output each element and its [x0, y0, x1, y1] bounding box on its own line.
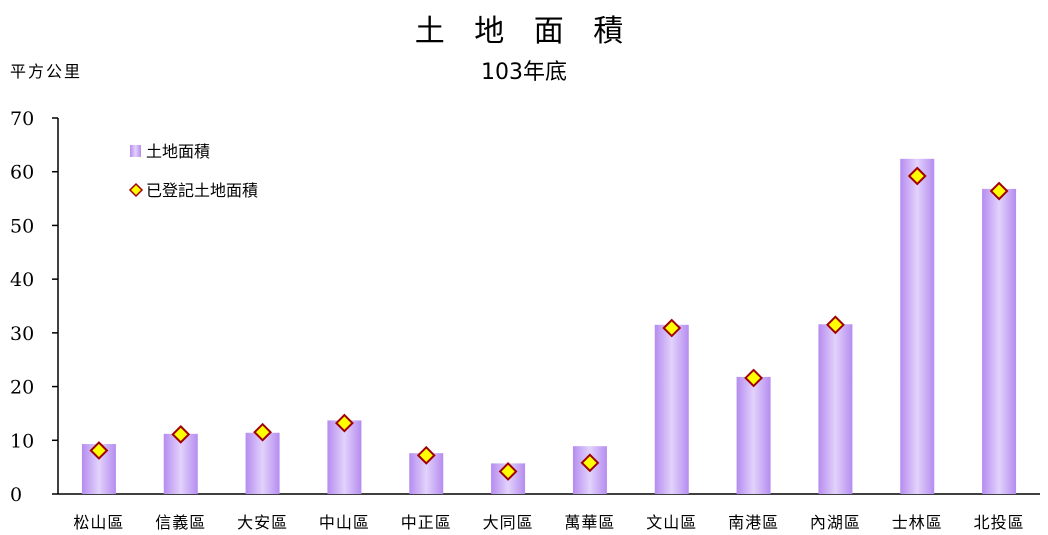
marker-松山區: [89, 441, 109, 460]
x-category-label: 北投區: [974, 513, 1025, 532]
legend: 土地面積 已登記土地面積: [128, 142, 258, 200]
legend-bar-swatch: [130, 145, 141, 157]
bar-信義區: [163, 433, 198, 494]
marker-北投區: [989, 181, 1009, 201]
bar-series: [81, 158, 1017, 494]
bar-南港區: [736, 376, 771, 494]
x-category-label: 中正區: [401, 513, 452, 532]
marker-內湖區: [826, 315, 845, 335]
x-category-label: 大安區: [237, 513, 288, 532]
y-tick-label: 0: [10, 484, 22, 506]
bar-中山區: [327, 420, 362, 494]
marker-文山區: [662, 318, 682, 338]
y-tick-label: 60: [10, 162, 34, 184]
legend-marker-swatch: [128, 182, 144, 198]
marker-士林區: [907, 166, 927, 186]
legend-marker-label: 已登記土地面積: [146, 181, 258, 200]
y-tick-label: 30: [10, 323, 34, 345]
marker-中山區: [335, 413, 354, 433]
bar-內湖區: [818, 324, 853, 494]
bar-北投區: [982, 188, 1017, 494]
x-category-label: 松山區: [73, 513, 124, 532]
x-category-label: 內湖區: [810, 513, 861, 532]
y-tick-label: 70: [10, 108, 34, 130]
x-category-label: 信義區: [155, 513, 206, 532]
bar-大安區: [245, 432, 280, 494]
chart-subtitle: 103年底: [481, 60, 567, 85]
y-tick-label: 40: [10, 269, 34, 291]
marker-萬華區: [580, 453, 600, 473]
y-tick-label: 20: [10, 377, 34, 399]
marker-series: [89, 166, 1009, 481]
y-axis-unit-label: 平方公里: [10, 62, 83, 81]
bar-士林區: [900, 158, 935, 494]
x-category-label: 萬華區: [564, 513, 615, 532]
marker-中正區: [416, 445, 436, 465]
bar-文山區: [654, 324, 689, 494]
y-tick-label: 50: [10, 215, 34, 237]
x-category-label: 文山區: [646, 513, 697, 532]
marker-南港區: [744, 368, 763, 388]
axes: 0 10 20 30 40 50 60 70 松山區 信義區 大安區 中山區 中正區 大同區 萬華區 文山區 南…: [10, 108, 1040, 532]
x-category-label: 大同區: [483, 513, 534, 532]
marker-信義區: [171, 424, 191, 444]
marker-大安區: [253, 422, 272, 442]
x-category-label: 南港區: [728, 513, 779, 532]
x-category-label: 士林區: [892, 513, 943, 532]
x-category-label: 中山區: [319, 513, 370, 532]
chart-title: 土 地 面 積: [414, 14, 634, 49]
marker-大同區: [498, 462, 518, 481]
legend-bar-label: 土地面積: [146, 142, 210, 161]
y-tick-label: 10: [10, 430, 34, 452]
